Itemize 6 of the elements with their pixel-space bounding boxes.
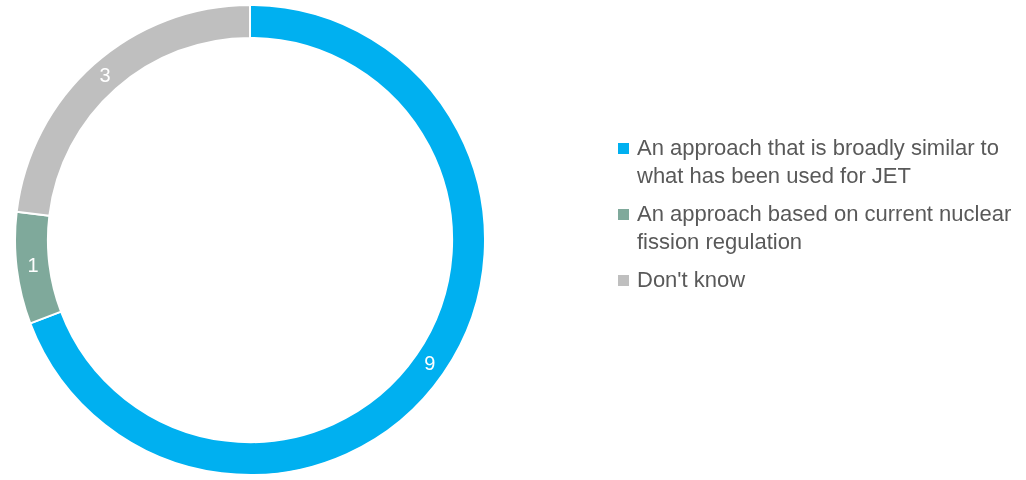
data-label: 1 xyxy=(27,253,39,276)
legend-label: An approach based on current nuclear fission regulation xyxy=(637,200,1013,256)
data-label: 3 xyxy=(99,63,111,86)
legend-label: An approach that is broadly similar to what has been used for JET xyxy=(637,134,1000,190)
legend-label: Don't know xyxy=(637,266,746,294)
data-label: 9 xyxy=(424,351,436,374)
